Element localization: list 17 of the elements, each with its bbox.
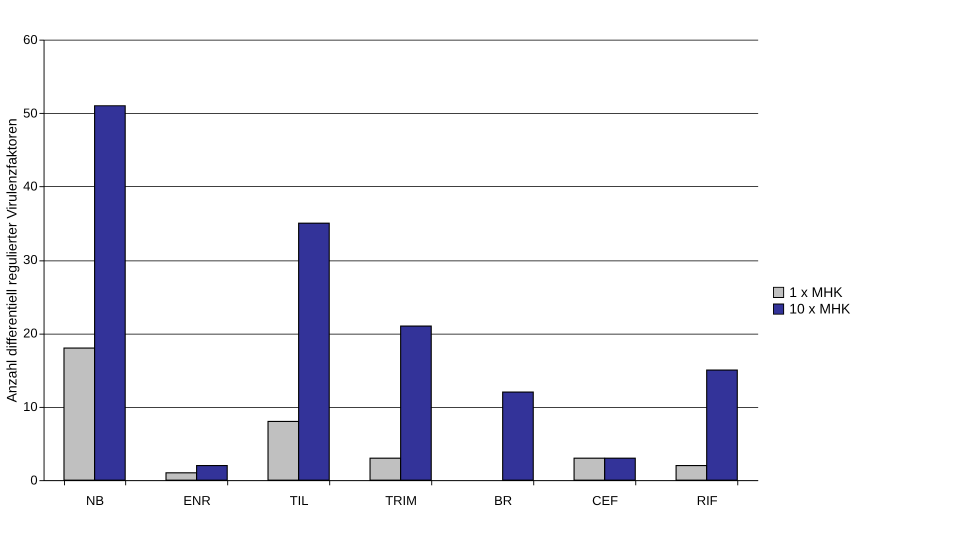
y-tick-label: 20	[23, 326, 38, 341]
y-tick-label: 30	[23, 252, 38, 268]
x-tick-label: NB	[86, 492, 104, 508]
x-tick-label: ENR	[183, 492, 211, 508]
y-tick-label: 40	[23, 178, 38, 194]
legend-label: 1 x MHK	[789, 284, 844, 300]
x-tick-label: CEF	[592, 492, 618, 508]
y-tick-label: 50	[23, 105, 38, 120]
legend-label: 10 x MHK	[789, 300, 851, 317]
x-tick-label: RIF	[696, 492, 718, 508]
y-axis-title: Anzahl differentiell regulierter Virulenzfaktoren	[4, 118, 20, 402]
x-tick-label: TIL	[290, 492, 308, 508]
y-tick-label: 10	[23, 398, 38, 414]
y-tick-label: 60	[23, 32, 38, 47]
y-tick-label: 0	[30, 472, 38, 488]
x-tick-label: BR	[494, 492, 512, 508]
x-tick-label: TRIM	[385, 492, 417, 508]
